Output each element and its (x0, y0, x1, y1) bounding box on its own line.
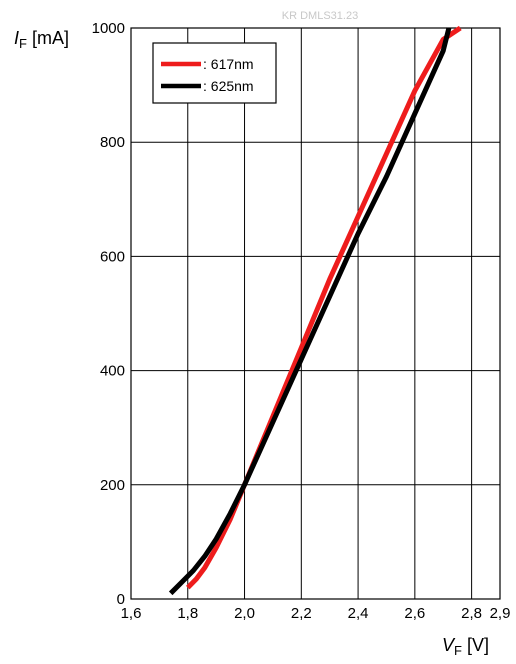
x-tick-label: 2,2 (291, 605, 312, 622)
y-tick-label: 0 (117, 591, 125, 608)
legend-box (152, 42, 277, 104)
x-tick-label: 2,0 (234, 605, 255, 622)
y-axis-title-unit: [mA] (27, 28, 69, 48)
x-axis-title-sub: F (454, 643, 462, 658)
y-axis-title-main: I (14, 28, 19, 48)
tick-labels: 1,6 1,8 2,0 2,2 2,4 2,6 2,8 2,9 0 200 400 600 800 100… (92, 20, 511, 622)
x-tick-label: 2,9 (490, 605, 511, 622)
series-line-1 (168, 27, 452, 596)
y-axis-title: IF [mA] (14, 28, 69, 51)
legend: : 617nm : 625nm (152, 42, 277, 104)
watermark-text: KR DMLS31.23 (282, 10, 358, 22)
legend-label: : 617nm (203, 56, 254, 72)
y-tick-label: 600 (100, 248, 125, 265)
data-series (168, 25, 462, 596)
y-tick-label: 200 (100, 477, 125, 494)
x-axis-title-unit: [V] (462, 635, 489, 655)
x-tick-label: 2,4 (348, 605, 369, 622)
legend-label: : 625nm (203, 78, 254, 94)
x-tick-label: 1,8 (177, 605, 198, 622)
x-tick-label: 1,6 (121, 605, 142, 622)
y-tick-label: 1000 (92, 20, 125, 37)
x-tick-label: 2,6 (404, 605, 425, 622)
grid-lines (130, 27, 501, 600)
y-tick-label: 400 (100, 363, 125, 380)
x-axis-title: VF [V] (442, 635, 489, 658)
y-axis-title-sub: F (19, 36, 27, 51)
series-line-0 (186, 25, 462, 590)
x-tick-label: 2,8 (461, 605, 482, 622)
y-tick-label: 800 (100, 134, 125, 151)
x-axis-title-main: V (442, 635, 456, 655)
